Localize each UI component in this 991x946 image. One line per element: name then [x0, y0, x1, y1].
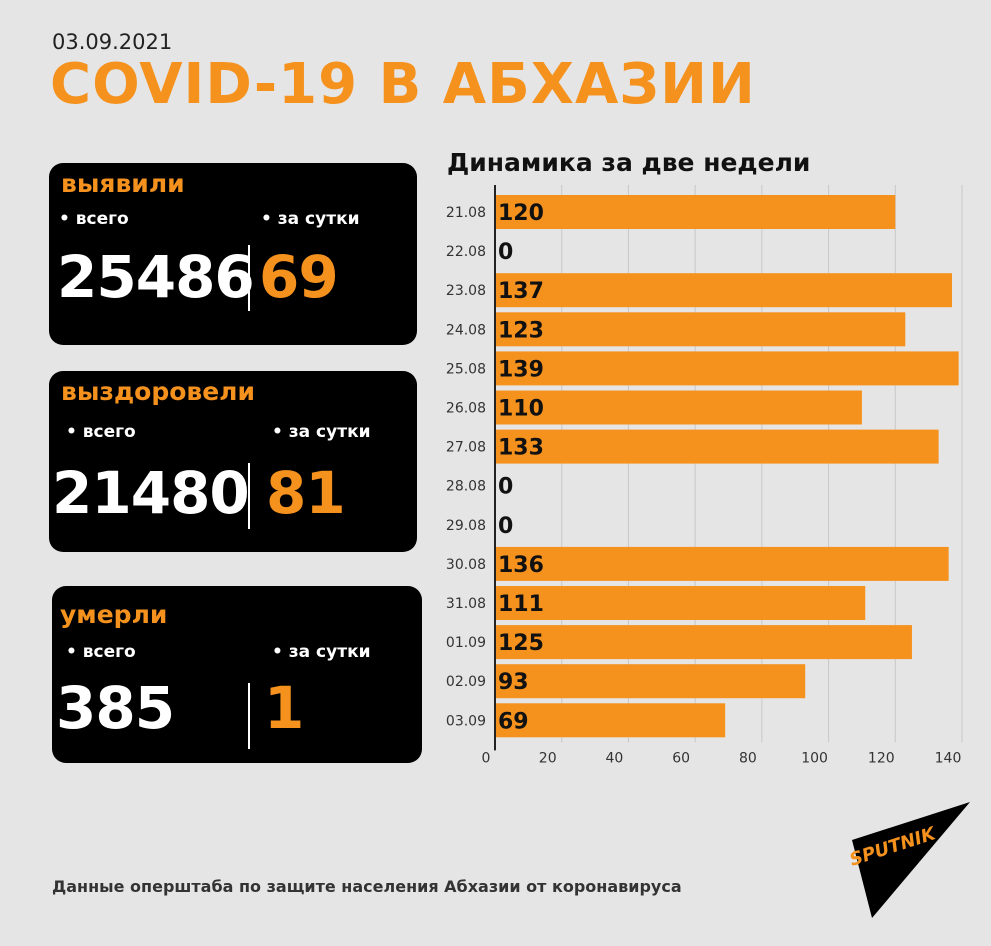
bar: [495, 586, 866, 620]
died-label: умерли: [60, 600, 168, 629]
x-tick-label: 80: [739, 750, 757, 766]
bar: [495, 429, 939, 464]
category-label: 26.08: [446, 401, 486, 417]
bar-value-label: 110: [498, 397, 544, 422]
x-tick-label: 100: [801, 750, 828, 766]
bar: [495, 390, 862, 425]
bar-value-label: 0: [498, 514, 513, 539]
bar: [495, 703, 726, 738]
x-tick-label: 60: [672, 750, 690, 766]
recovered-divider: [248, 463, 250, 529]
bar-value-label: 0: [498, 475, 513, 500]
logo-triangle: [852, 802, 970, 918]
died-card: умерли • всего • за сутки 385 1: [52, 586, 422, 763]
x-tick-label: 120: [868, 750, 895, 766]
bar: [495, 312, 906, 347]
detected-total-label: • всего: [59, 209, 129, 229]
category-label: 23.08: [446, 283, 486, 299]
bar-value-label: 125: [498, 631, 544, 656]
bar-value-label: 139: [498, 357, 544, 382]
died-divider: [248, 683, 250, 749]
category-label: 22.08: [446, 244, 486, 260]
bar-value-label: 0: [498, 240, 513, 265]
bar: [495, 625, 912, 660]
category-label: 29.08: [446, 518, 486, 534]
category-label: 31.08: [446, 596, 486, 612]
bar: [495, 273, 952, 308]
bar-value-label: 93: [498, 670, 529, 695]
detected-divider: [248, 245, 250, 311]
category-label: 27.08: [446, 440, 486, 456]
detected-daily-value: 69: [259, 243, 339, 311]
recovered-daily-value: 81: [266, 459, 346, 527]
bar-value-label: 111: [498, 592, 544, 617]
recovered-total-label: • всего: [66, 422, 136, 442]
data-source-note: Данные оперштаба по защите населения Абх…: [52, 877, 682, 896]
detected-total-value: 25486: [57, 243, 255, 311]
died-daily-label: • за сутки: [272, 642, 371, 662]
bar-value-label: 120: [498, 201, 544, 226]
recovered-total-value: 21480: [52, 459, 250, 527]
bar-value-label: 69: [498, 709, 529, 734]
category-label: 30.08: [446, 557, 486, 573]
x-tick-label: 0: [482, 750, 491, 766]
detected-daily-label: • за сутки: [261, 209, 360, 229]
detected-card: выявили • всего • за сутки 25486 69: [49, 163, 417, 345]
bar: [495, 195, 896, 229]
x-tick-label: 140: [935, 750, 962, 766]
category-label: 25.08: [446, 361, 486, 377]
category-label: 28.08: [446, 479, 486, 495]
bar: [495, 351, 959, 386]
bar: [495, 664, 806, 699]
died-total-value: 385: [56, 674, 175, 742]
category-label: 24.08: [446, 322, 486, 338]
died-daily-value: 1: [264, 674, 304, 742]
bar-value-label: 123: [498, 318, 544, 343]
page-title: COVID-19 В АБХАЗИИ: [50, 52, 756, 117]
x-tick-label: 40: [606, 750, 624, 766]
recovered-daily-label: • за сутки: [272, 422, 371, 442]
died-total-label: • всего: [66, 642, 136, 662]
category-label: 03.09: [446, 713, 486, 729]
category-label: 02.09: [446, 674, 486, 690]
bar: [495, 546, 949, 581]
sputnik-logo: SPUTNIK: [847, 802, 970, 918]
recovered-label: выздоровели: [61, 377, 255, 406]
bar-value-label: 137: [498, 279, 544, 304]
recovered-card: выздоровели • всего • за сутки 21480 81: [49, 371, 417, 552]
detected-label: выявили: [61, 169, 185, 198]
bar-chart: 21.08 120 22.08 0 23.08 137 24.08 123 25.08 139 26…: [446, 185, 963, 766]
bar-value-label: 133: [498, 436, 544, 461]
bar-value-label: 136: [498, 553, 544, 578]
date: 03.09.2021: [52, 30, 173, 54]
category-label: 01.09: [446, 635, 486, 651]
category-label: 21.08: [446, 205, 486, 221]
chart-title: Динамика за две недели: [447, 148, 811, 177]
x-tick-label: 20: [539, 750, 557, 766]
